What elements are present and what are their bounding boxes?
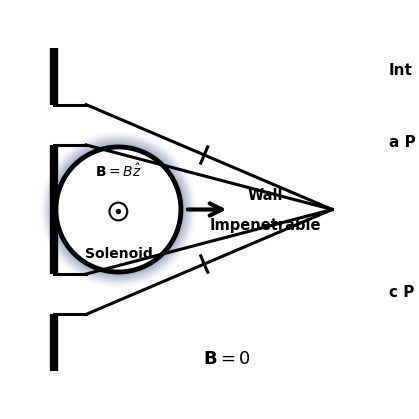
Text: a P: a P (389, 135, 415, 150)
Circle shape (51, 142, 186, 277)
Circle shape (54, 145, 183, 274)
Circle shape (41, 132, 196, 287)
Circle shape (48, 139, 189, 280)
Circle shape (116, 210, 120, 214)
Circle shape (46, 137, 191, 282)
Circle shape (52, 143, 184, 276)
Circle shape (44, 135, 192, 284)
Text: Solenoid: Solenoid (85, 247, 152, 261)
Text: Impenetrable: Impenetrable (210, 218, 321, 233)
Text: Int: Int (389, 63, 413, 78)
Circle shape (43, 134, 194, 285)
Circle shape (56, 147, 181, 272)
Text: c P: c P (389, 285, 414, 300)
Text: $\mathbf{B} = B\hat{z}$: $\mathbf{B} = B\hat{z}$ (95, 163, 142, 180)
Text: $\mathbf{B} = 0$: $\mathbf{B} = 0$ (203, 350, 251, 368)
Circle shape (49, 140, 188, 279)
Text: Wall: Wall (248, 188, 283, 203)
